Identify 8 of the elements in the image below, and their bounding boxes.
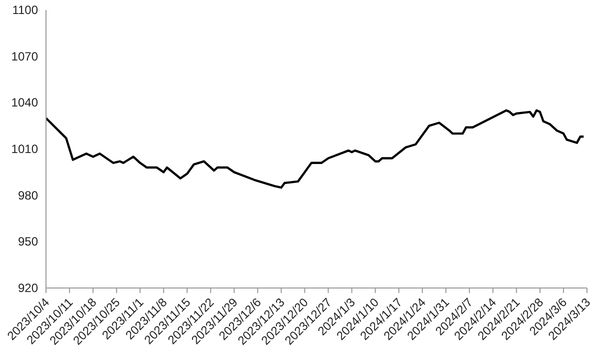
y-tick-label: 1040 xyxy=(11,96,38,110)
y-tick-label: 1100 xyxy=(12,3,38,17)
y-tick-label: 1010 xyxy=(11,142,38,156)
y-tick-label: 950 xyxy=(18,234,38,249)
y-tick-label: 1070 xyxy=(11,49,38,64)
y-tick-label: 920 xyxy=(18,281,38,295)
line-series xyxy=(46,109,585,189)
y-tick-label: 980 xyxy=(18,188,38,202)
